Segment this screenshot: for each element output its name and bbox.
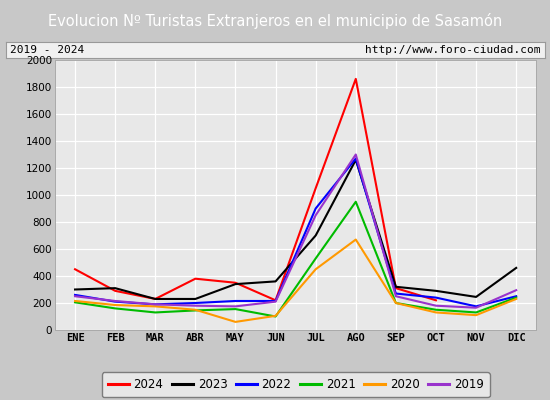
Text: http://www.foro-ciudad.com: http://www.foro-ciudad.com [365,45,540,55]
Text: Evolucion Nº Turistas Extranjeros en el municipio de Sasamón: Evolucion Nº Turistas Extranjeros en el … [48,13,502,29]
Legend: 2024, 2023, 2022, 2021, 2020, 2019: 2024, 2023, 2022, 2021, 2020, 2019 [102,372,490,397]
Text: 2019 - 2024: 2019 - 2024 [10,45,84,55]
